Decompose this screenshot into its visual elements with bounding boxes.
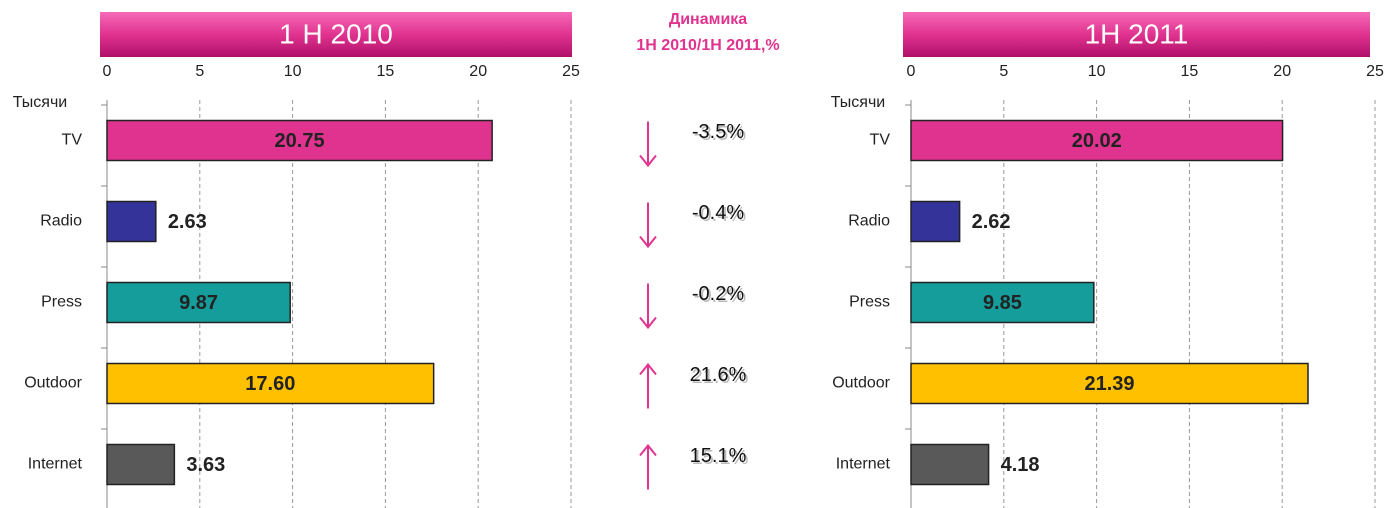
x-tick-label: 0 [907, 63, 916, 80]
category-label: TV [62, 132, 83, 149]
bar [910, 443, 990, 486]
data-label: 17.60 [245, 373, 295, 395]
bar [910, 119, 1284, 162]
dynamics-value: 15.1% [690, 445, 747, 467]
trend-arrow [639, 283, 657, 330]
x-tick-label: 25 [562, 63, 580, 80]
x-tick-label: 25 [1366, 63, 1384, 80]
data-label: 9.87 [179, 292, 218, 314]
trend-arrow [639, 443, 657, 490]
category-label: Press [41, 294, 82, 311]
data-label: 20.75 [275, 130, 325, 152]
category-label: Outdoor [832, 375, 890, 392]
x-tick-label: 20 [1273, 63, 1291, 80]
x-tick-label: 15 [1181, 63, 1199, 80]
data-label: 2.62 [972, 211, 1011, 233]
title-banner [100, 12, 572, 57]
x-tick-label: 15 [377, 63, 395, 80]
chart-title: 1 H 2010 [279, 18, 393, 49]
bar [910, 281, 1095, 324]
bar [106, 119, 493, 162]
chart-title: 1H 2011 [1085, 18, 1189, 49]
x-tick-label: 5 [999, 63, 1008, 80]
trend-arrow [639, 202, 657, 249]
data-label: 2.63 [168, 211, 207, 233]
data-label: 3.63 [186, 454, 225, 476]
dynamics-value: -0.2% [692, 283, 744, 305]
data-label: 20.02 [1072, 130, 1122, 152]
category-label: Radio [40, 213, 82, 230]
category-label: Radio [848, 213, 890, 230]
data-label: 4.18 [1001, 454, 1040, 476]
trend-arrow [639, 362, 657, 409]
x-tick-label: 10 [1088, 63, 1106, 80]
category-label: Internet [28, 456, 83, 473]
x-tick-label: 20 [469, 63, 487, 80]
x-axis-label: Тысячи [13, 94, 68, 111]
dynamics-title: Динамика [669, 11, 747, 28]
bar [910, 200, 961, 243]
data-label: 9.85 [983, 292, 1022, 314]
x-tick-label: 0 [103, 63, 112, 80]
category-label: TV [870, 132, 891, 149]
category-label: Outdoor [24, 375, 82, 392]
bar [106, 362, 435, 405]
bar [106, 281, 291, 324]
dynamics-value: -0.4% [692, 202, 744, 224]
x-tick-label: 10 [284, 63, 302, 80]
x-axis-label: Тысячи [831, 94, 886, 111]
x-tick-label: 5 [195, 63, 204, 80]
bar [106, 200, 157, 243]
category-label: Press [849, 294, 890, 311]
dynamics-shadow: 15.1% [692, 447, 749, 469]
category-label: Internet [836, 456, 891, 473]
dynamics-value: 21.6% [690, 364, 747, 386]
dynamics-shadow: 21.6% [692, 366, 749, 388]
dynamics-value: -3.5% [692, 121, 744, 143]
dynamics-shadow: -0.2% [694, 285, 746, 307]
dynamics-title: 1Н 2010/1Н 2011,% [636, 37, 779, 54]
data-label: 21.39 [1084, 373, 1134, 395]
title-banner [903, 12, 1370, 57]
dynamics-shadow: -0.4% [694, 204, 746, 226]
bar [910, 362, 1309, 405]
trend-arrow [639, 121, 657, 168]
bar [106, 443, 176, 486]
dynamics-shadow: -3.5% [694, 123, 746, 145]
